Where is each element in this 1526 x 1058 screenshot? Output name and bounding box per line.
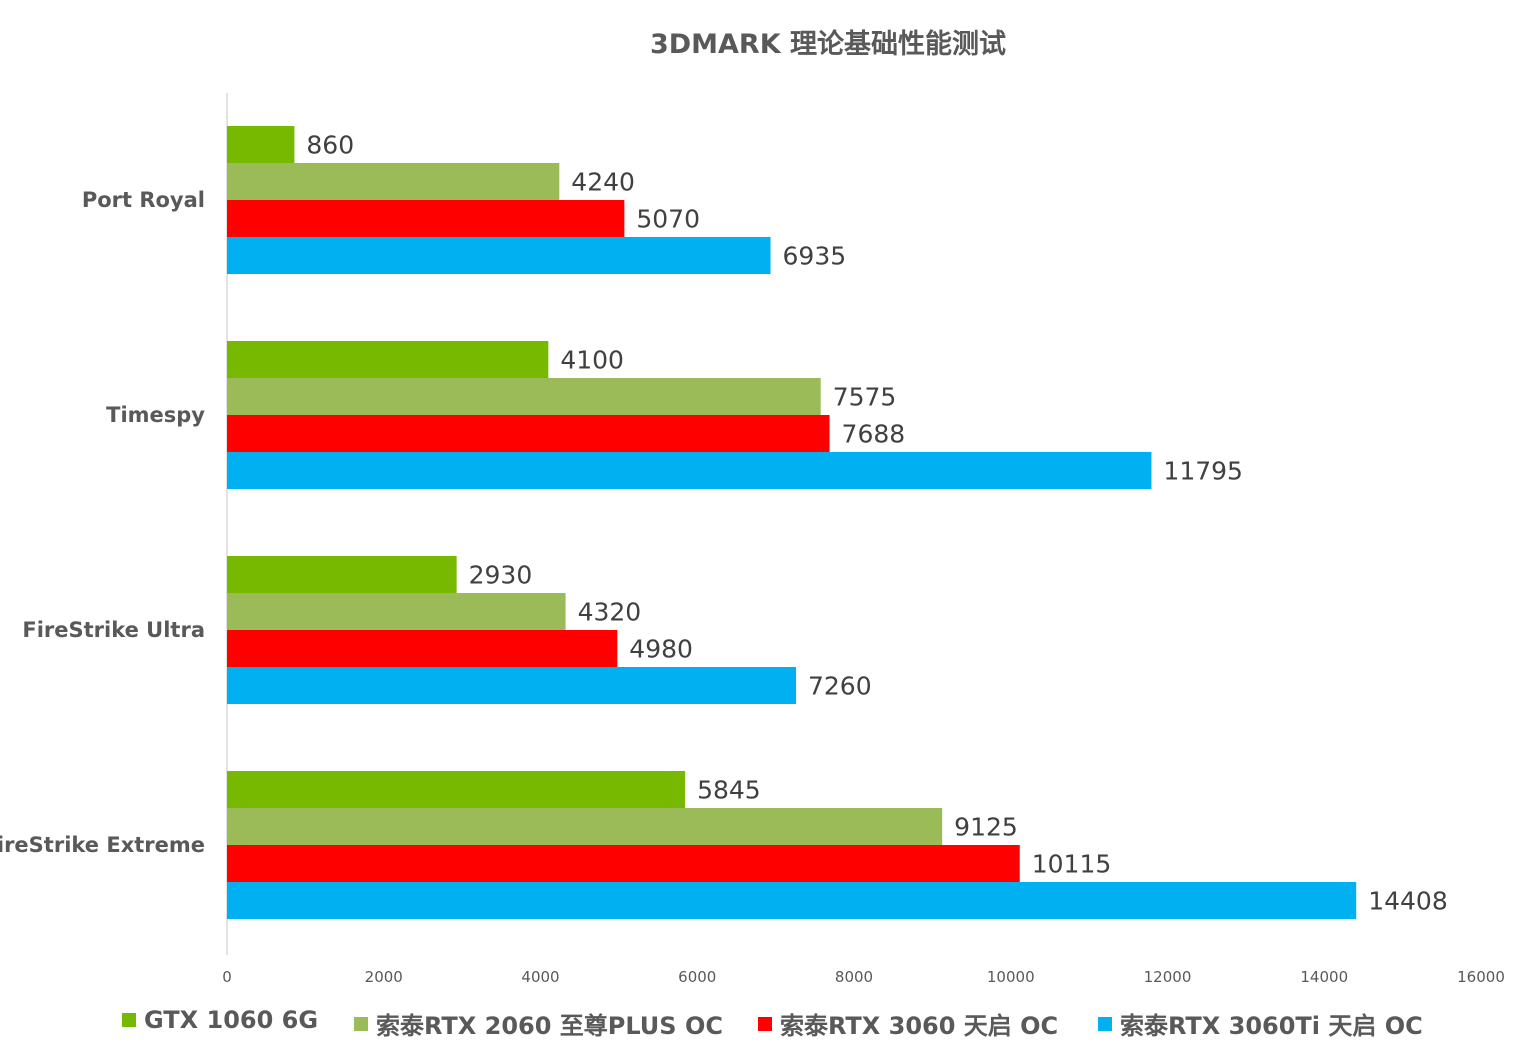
legend-item: GTX 1060 6G	[122, 1006, 318, 1034]
bar	[227, 126, 295, 163]
x-tick-label: 16000	[1457, 968, 1505, 986]
bar	[227, 415, 830, 452]
bar	[227, 667, 797, 704]
legend-swatch	[354, 1016, 368, 1031]
bar	[227, 237, 771, 274]
category-label: FireStrike Ultra	[22, 618, 205, 642]
data-label: 5845	[697, 776, 761, 805]
bar	[227, 378, 821, 415]
category-label: Port Royal	[82, 188, 205, 212]
x-tick-label: 12000	[1144, 968, 1192, 986]
legend-swatch	[1098, 1016, 1112, 1031]
legend-item: 索泰RTX 3060Ti 天启 OC	[1098, 1006, 1423, 1041]
category-label: FireStrike Extreme	[0, 833, 205, 857]
legend: GTX 1060 6G 索泰RTX 2060 至尊PLUS OC 索泰RTX 306…	[0, 1006, 1526, 1040]
data-label: 11795	[1163, 457, 1243, 486]
data-label: 7575	[833, 383, 897, 412]
bar	[227, 771, 686, 808]
legend-label: 索泰RTX 3060Ti 天启 OC	[1120, 1012, 1423, 1040]
bar	[227, 845, 1020, 882]
legend-label: GTX 1060 6G	[144, 1006, 319, 1034]
data-label: 9125	[954, 813, 1018, 842]
data-label: 7260	[808, 672, 872, 701]
x-tick-label: 2000	[365, 968, 403, 986]
data-label: 10115	[1032, 850, 1112, 879]
bar	[227, 163, 560, 200]
bar	[227, 808, 943, 845]
x-tick-label: 14000	[1300, 968, 1348, 986]
legend-item: 索泰RTX 3060 天启 OC	[758, 1006, 1058, 1041]
data-label: 6935	[783, 242, 847, 271]
legend-label: 索泰RTX 3060 天启 OC	[780, 1012, 1059, 1040]
data-label: 7688	[842, 420, 906, 449]
x-tick-label: 10000	[987, 968, 1035, 986]
bar	[227, 593, 566, 630]
x-tick-label: 4000	[521, 968, 559, 986]
data-label: 14408	[1368, 887, 1448, 916]
x-tick-label: 6000	[678, 968, 716, 986]
data-label: 5070	[636, 205, 700, 234]
bar	[227, 630, 618, 667]
data-label: 4980	[629, 635, 693, 664]
legend-swatch	[122, 1013, 136, 1027]
bar	[227, 882, 1357, 919]
x-tick-label: 0	[222, 968, 232, 986]
data-label: 4240	[571, 168, 635, 197]
data-label: 2930	[469, 561, 533, 590]
chart-title: 3DMARK 理论基础性能测试	[649, 29, 1007, 60]
x-tick-label: 8000	[835, 968, 873, 986]
data-label: 860	[306, 131, 354, 160]
bar	[227, 452, 1152, 489]
legend-item: 索泰RTX 2060 至尊PLUS OC	[354, 1006, 723, 1041]
legend-swatch	[758, 1016, 772, 1031]
category-label: Timespy	[106, 403, 205, 427]
data-label: 4100	[560, 346, 624, 375]
data-label: 4320	[578, 598, 642, 627]
legend-label: 索泰RTX 2060 至尊PLUS OC	[376, 1012, 723, 1040]
bar	[227, 556, 457, 593]
bar	[227, 341, 549, 378]
bar	[227, 200, 625, 237]
